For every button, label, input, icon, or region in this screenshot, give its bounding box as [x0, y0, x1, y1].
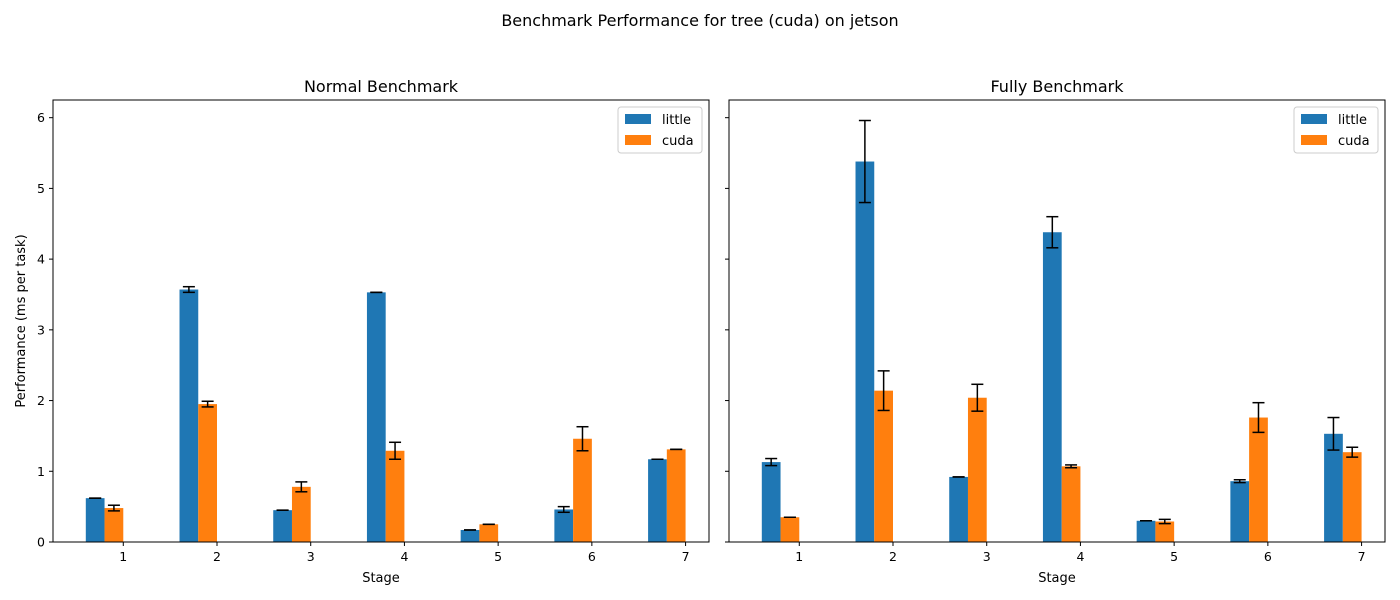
plot-area-fully: 1 2 3 4 5 6 7 [725, 117, 1366, 564]
y-tick-label: 1 [37, 464, 45, 479]
x-axis-label-fully: Stage [1038, 571, 1076, 586]
bar-cuda-stage-7 [1342, 452, 1362, 542]
legend-label-cuda: cuda [1338, 134, 1370, 149]
x-tick-label: 5 [494, 549, 502, 564]
bar-cuda-stage-4 [1061, 466, 1081, 542]
x-tick-label: 1 [119, 549, 127, 564]
panel-title-fully: Fully Benchmark [990, 77, 1124, 96]
x-tick-label: 5 [1170, 549, 1178, 564]
legend-label-cuda: cuda [662, 134, 694, 149]
x-tick-label: 2 [889, 549, 897, 564]
x-tick-label: 1 [795, 549, 803, 564]
bar-little-stage-2 [179, 289, 199, 542]
x-tick-label: 6 [588, 549, 596, 564]
bar-little-stage-5 [460, 529, 480, 542]
bar-cuda-stage-1 [104, 508, 124, 542]
bar-little-stage-7 [648, 459, 667, 542]
figure-title: Benchmark Performance for tree (cuda) on… [501, 11, 898, 30]
y-tick-label: 5 [37, 181, 45, 196]
legend-swatch-cuda [625, 135, 651, 145]
bar-little-stage-4 [1042, 232, 1062, 542]
panel-fully-benchmark: Fully Benchmark 1 2 3 4 5 6 7 Stage little cud… [725, 77, 1386, 586]
axes-frame-normal [52, 99, 710, 543]
legend-swatch-little [1301, 114, 1327, 124]
bar-cuda-stage-1 [780, 517, 800, 542]
x-tick-label: 7 [682, 549, 690, 564]
bar-little-stage-2 [855, 161, 875, 542]
bar-little-stage-1 [761, 462, 781, 542]
panel-normal-benchmark: Normal Benchmark 0 1 2 3 4 5 6 1 2 3 4 5 6 7 Performa… [14, 77, 710, 586]
legend-fully: little cuda [1293, 106, 1379, 154]
bar-cuda-stage-2 [198, 404, 217, 542]
bar-cuda-stage-6 [1249, 417, 1268, 542]
x-tick-label: 3 [307, 549, 315, 564]
panel-title-normal: Normal Benchmark [304, 77, 459, 96]
bar-cuda-stage-2 [874, 390, 893, 542]
y-tick-label: 3 [37, 322, 45, 337]
x-tick-label: 4 [400, 549, 408, 564]
bar-cuda-stage-5 [479, 524, 499, 542]
bar-little-stage-5 [1136, 520, 1156, 542]
bar-little-stage-6 [554, 509, 574, 542]
axes-frame-fully [728, 99, 1386, 543]
bar-cuda-stage-4 [385, 450, 405, 542]
bar-little-stage-6 [1230, 481, 1250, 542]
x-tick-label: 3 [983, 549, 991, 564]
bar-cuda-stage-7 [666, 449, 686, 542]
x-tick-label: 7 [1358, 549, 1366, 564]
bar-little-stage-4 [366, 292, 386, 542]
y-tick-label: 6 [37, 110, 45, 125]
bar-little-stage-3 [273, 510, 292, 542]
legend-normal: little cuda [617, 106, 703, 154]
bar-little-stage-1 [85, 498, 105, 542]
y-tick-label: 0 [37, 535, 45, 550]
x-tick-label: 2 [213, 549, 221, 564]
legend-swatch-cuda [1301, 135, 1327, 145]
legend-label-little: little [1338, 113, 1367, 128]
bar-cuda-stage-3 [967, 397, 987, 542]
x-axis-label-normal: Stage [362, 571, 400, 586]
bar-cuda-stage-3 [291, 486, 311, 542]
x-tick-label: 4 [1076, 549, 1084, 564]
plot-area-normal: 0 1 2 3 4 5 6 1 2 3 4 5 6 7 [37, 110, 690, 564]
x-tick-label: 6 [1264, 549, 1272, 564]
y-tick-label: 4 [37, 252, 45, 267]
bar-little-stage-7 [1324, 433, 1343, 542]
legend-label-little: little [662, 113, 691, 128]
y-axis-label: Performance (ms per task) [14, 234, 29, 407]
bar-little-stage-3 [949, 476, 968, 542]
bar-cuda-stage-6 [573, 438, 592, 542]
y-tick-label: 2 [37, 393, 45, 408]
legend-swatch-little [625, 114, 651, 124]
bar-cuda-stage-5 [1155, 521, 1175, 542]
